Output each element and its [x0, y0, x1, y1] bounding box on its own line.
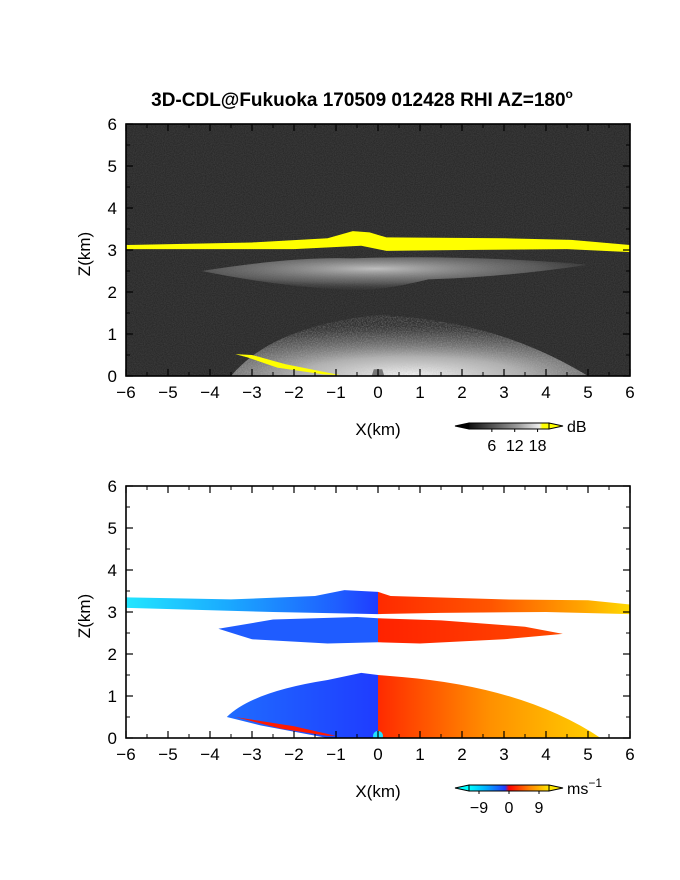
x-tick-label: −6 — [116, 383, 135, 402]
y-tick-label: 6 — [108, 115, 117, 134]
x-tick-label: −4 — [200, 383, 219, 402]
x-tick-label: 5 — [583, 745, 592, 764]
x-axis-label: X(km) — [355, 420, 400, 439]
x-tick-label: 4 — [541, 745, 550, 764]
colorbar-high-arrow — [548, 784, 564, 792]
plot-area — [126, 124, 630, 376]
near-echo-speckle — [231, 315, 588, 376]
x-tick-label: 0 — [373, 383, 382, 402]
x-tick-label: 4 — [541, 383, 550, 402]
y-tick-label: 3 — [108, 603, 117, 622]
x-tick-label: −1 — [326, 745, 345, 764]
x-tick-label: −5 — [158, 383, 177, 402]
y-tick-label: 5 — [108, 519, 117, 538]
colorbar-low-arrow — [454, 422, 470, 430]
x-tick-label: 6 — [625, 745, 634, 764]
x-tick-label: 6 — [625, 383, 634, 402]
ground-streak — [235, 354, 341, 376]
x-tick-label: 3 — [499, 745, 508, 764]
y-tick-label: 3 — [108, 241, 117, 260]
y-axis-label: Z(km) — [75, 594, 94, 638]
y-tick-label: 2 — [108, 283, 117, 302]
colorbar-tick-label: 6 — [487, 438, 496, 455]
y-tick-label: 1 — [108, 325, 117, 344]
x-tick-label: −4 — [200, 745, 219, 764]
colorbar — [468, 784, 550, 792]
x-tick-label: −5 — [158, 745, 177, 764]
y-tick-label: 4 — [108, 199, 117, 218]
mid-echo-layer — [201, 257, 588, 291]
colorbar-tick-label: 12 — [506, 438, 524, 455]
x-tick-label: −1 — [326, 383, 345, 402]
colorbar-unit: ms−1 — [567, 776, 602, 798]
velocity-upper-left — [126, 590, 378, 615]
x-tick-label: 2 — [457, 383, 466, 402]
x-axis-label: X(km) — [355, 782, 400, 801]
y-tick-label: 1 — [108, 687, 117, 706]
x-tick-label: −3 — [242, 383, 261, 402]
colorbar-tick-label: 18 — [529, 438, 547, 455]
x-tick-label: −3 — [242, 745, 261, 764]
x-tick-label: −2 — [284, 745, 303, 764]
colorbar-tick-label: 0 — [505, 800, 514, 817]
y-tick-label: 6 — [108, 477, 117, 496]
x-tick-label: 1 — [415, 383, 424, 402]
velocity-upper-right — [378, 591, 630, 615]
velocity-panel: −6 −5 −4 −3 −2 −1 0 1 2 3 4 5 6 0 1 2 3 4 5 6 X(km) Z(km) −9 0 9… — [75, 477, 635, 817]
y-tick-label: 4 — [108, 561, 117, 580]
x-tick-label: 2 — [457, 745, 466, 764]
colorbar-high-arrow — [548, 422, 564, 430]
colorbar — [468, 422, 550, 430]
x-tick-label: −6 — [116, 745, 135, 764]
y-tick-label: 5 — [108, 157, 117, 176]
colorbar-tick-label: −9 — [470, 800, 488, 817]
x-tick-label: 3 — [499, 383, 508, 402]
chart-title: 3D-CDL@Fukuoka 170509 012428 RHI AZ=180o — [151, 87, 573, 111]
velocity-low-right — [378, 675, 601, 738]
x-tick-label: −2 — [284, 383, 303, 402]
x-tick-label: 1 — [415, 745, 424, 764]
plot-area — [126, 486, 630, 738]
x-tick-label: 5 — [583, 383, 592, 402]
colorbar-unit: dB — [567, 419, 587, 436]
colorbar-low-arrow — [454, 784, 470, 792]
y-axis-label: Z(km) — [75, 232, 94, 276]
y-tick-label: 0 — [108, 729, 117, 748]
x-tick-label: 0 — [373, 745, 382, 764]
velocity-ground-streak — [235, 717, 336, 736]
colorbar-tick-label: 9 — [535, 800, 544, 817]
velocity-mid-right — [378, 618, 563, 644]
y-tick-label: 0 — [108, 367, 117, 386]
velocity-mid-left — [218, 617, 378, 644]
y-tick-label: 2 — [108, 645, 117, 664]
saturated-band — [126, 231, 630, 253]
